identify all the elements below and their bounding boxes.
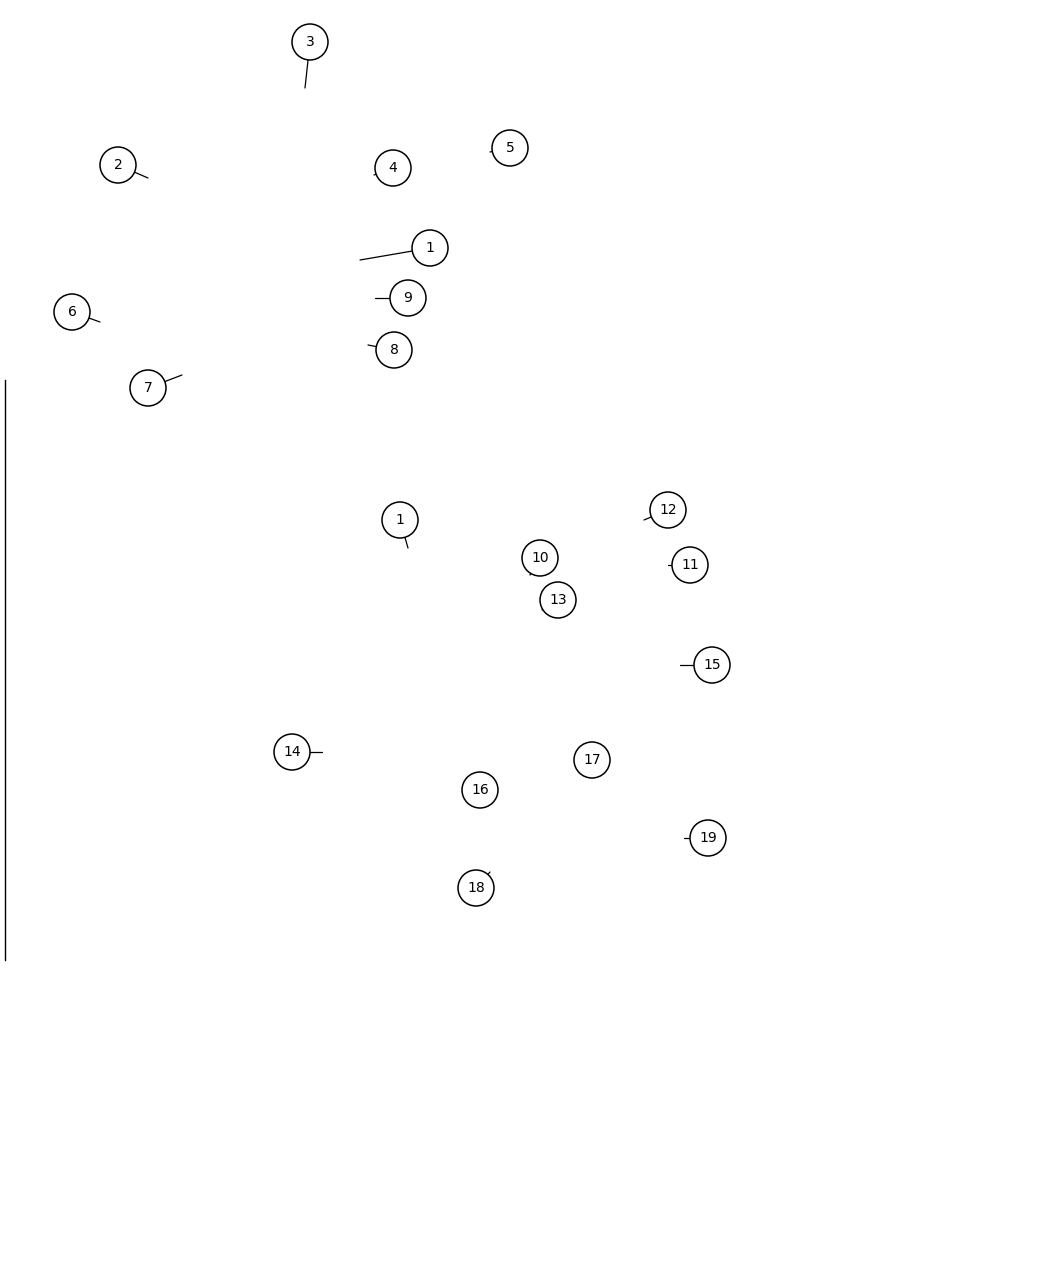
Circle shape [540, 581, 576, 618]
Circle shape [54, 295, 90, 330]
Circle shape [130, 370, 166, 405]
Text: 13: 13 [549, 593, 567, 607]
Text: 12: 12 [659, 504, 677, 516]
Circle shape [412, 230, 448, 266]
Text: 11: 11 [681, 558, 699, 572]
Text: 16: 16 [471, 783, 489, 797]
Circle shape [462, 771, 498, 808]
Text: 17: 17 [583, 754, 601, 768]
Text: 14: 14 [284, 745, 300, 759]
Text: 3: 3 [306, 34, 314, 48]
Circle shape [376, 332, 412, 368]
Text: 19: 19 [699, 831, 717, 845]
Circle shape [390, 280, 426, 316]
Text: 5: 5 [506, 142, 514, 156]
Circle shape [100, 147, 136, 184]
Circle shape [522, 541, 558, 576]
Text: 4: 4 [388, 161, 397, 175]
Circle shape [690, 820, 726, 856]
Text: 1: 1 [425, 241, 435, 255]
Text: 7: 7 [144, 381, 152, 395]
Text: 10: 10 [531, 551, 549, 565]
Circle shape [672, 547, 708, 583]
Text: 9: 9 [403, 291, 413, 305]
Circle shape [650, 492, 686, 528]
Circle shape [458, 870, 494, 907]
Text: 6: 6 [67, 305, 77, 319]
Text: 18: 18 [467, 881, 485, 895]
Circle shape [492, 130, 528, 166]
Circle shape [382, 502, 418, 538]
Circle shape [274, 734, 310, 770]
Text: 2: 2 [113, 158, 123, 172]
Circle shape [375, 150, 411, 186]
Circle shape [292, 24, 328, 60]
Circle shape [574, 742, 610, 778]
Text: 15: 15 [704, 658, 720, 672]
Circle shape [694, 646, 730, 683]
Text: 8: 8 [390, 343, 398, 357]
Text: 1: 1 [396, 513, 404, 527]
